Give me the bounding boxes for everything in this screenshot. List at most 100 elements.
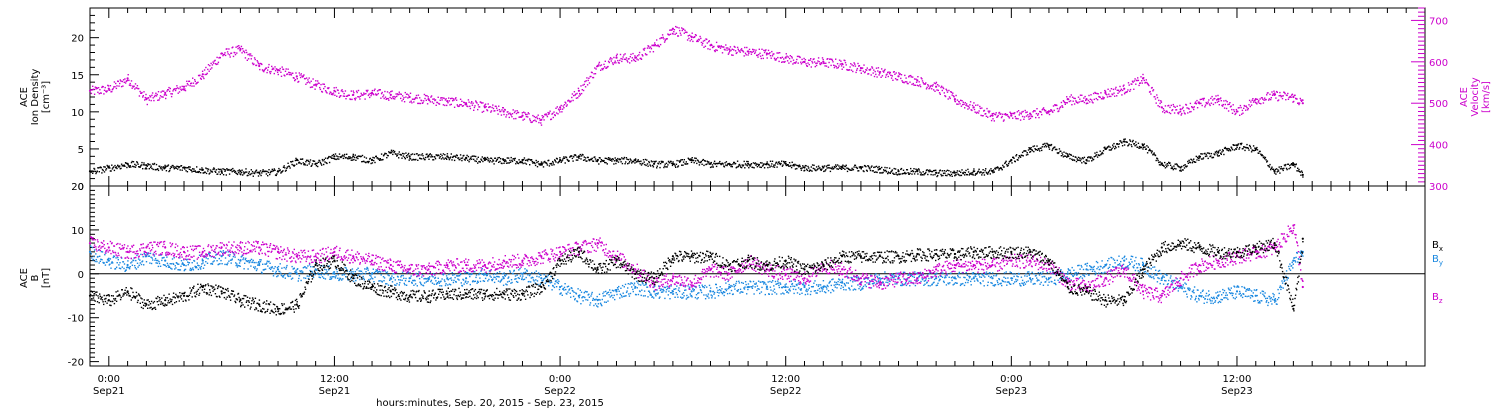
density-dot bbox=[403, 153, 405, 155]
density-dot bbox=[334, 153, 337, 155]
by-dot bbox=[492, 273, 495, 276]
velocity-dot bbox=[194, 80, 196, 83]
velocity-dot bbox=[1033, 110, 1036, 112]
density-dot bbox=[401, 157, 403, 159]
velocity-dot bbox=[272, 67, 274, 69]
by-dot bbox=[479, 280, 482, 283]
velocity-dot bbox=[872, 72, 874, 74]
density-dot bbox=[539, 163, 541, 165]
density-dot bbox=[711, 166, 713, 168]
velocity-dot bbox=[161, 90, 164, 92]
by-dot bbox=[491, 279, 493, 282]
velocity-dot bbox=[438, 103, 441, 105]
by-dot bbox=[312, 276, 315, 279]
velocity-dot bbox=[1190, 110, 1192, 113]
velocity-dot bbox=[505, 114, 508, 116]
velocity-dot bbox=[611, 58, 613, 60]
velocity-dot bbox=[389, 96, 391, 99]
density-dot bbox=[985, 171, 988, 174]
by-dot bbox=[151, 257, 153, 259]
by-dot bbox=[157, 265, 160, 268]
density-dot bbox=[767, 166, 769, 169]
velocity-dot bbox=[124, 82, 127, 84]
density-dot bbox=[332, 153, 335, 156]
velocity-dot-point bbox=[935, 85, 938, 88]
density-dot bbox=[811, 164, 814, 166]
bottom-panel-frame bbox=[89, 185, 1426, 367]
velocity-dot bbox=[537, 114, 539, 116]
velocity-dot bbox=[1098, 95, 1100, 98]
velocity-dot bbox=[370, 94, 372, 97]
velocity-dot bbox=[1225, 99, 1227, 102]
velocity-dot bbox=[373, 89, 375, 92]
velocity-dot bbox=[276, 71, 279, 73]
velocity-dot bbox=[183, 89, 185, 91]
density-dot bbox=[518, 159, 520, 161]
density-dot bbox=[176, 168, 179, 170]
by-dot bbox=[440, 280, 442, 282]
velocity-dot bbox=[1298, 102, 1301, 104]
velocity-dot bbox=[630, 53, 632, 56]
density-dot bbox=[446, 158, 448, 160]
density-dot bbox=[692, 159, 695, 162]
by-dot bbox=[362, 275, 364, 278]
velocity-dot bbox=[274, 66, 276, 68]
density-dot bbox=[929, 169, 931, 171]
velocity-dot bbox=[742, 50, 744, 52]
by-dot bbox=[122, 261, 125, 263]
velocity-dot bbox=[1170, 104, 1172, 107]
density-dot bbox=[269, 173, 271, 176]
velocity-dot bbox=[476, 102, 478, 104]
density-dot bbox=[1041, 146, 1043, 148]
by-dot bbox=[332, 276, 334, 278]
by-dot bbox=[94, 260, 96, 263]
density-dot bbox=[860, 168, 862, 170]
velocity-dot bbox=[295, 72, 297, 74]
by-dot bbox=[496, 275, 498, 278]
density-dot bbox=[847, 167, 849, 170]
by-dot bbox=[279, 263, 281, 265]
density-dot bbox=[967, 171, 970, 173]
density-dot bbox=[563, 157, 566, 159]
by-dot bbox=[310, 266, 312, 268]
velocity-dot bbox=[559, 111, 561, 113]
velocity-dot bbox=[440, 97, 443, 99]
density-dot bbox=[1096, 151, 1098, 154]
density-dot bbox=[406, 156, 408, 159]
velocity-dot bbox=[1103, 97, 1105, 99]
density-dot bbox=[353, 156, 356, 159]
velocity-dot bbox=[1271, 91, 1273, 93]
density-dot bbox=[771, 160, 774, 162]
by-dot bbox=[448, 283, 451, 285]
density-dot bbox=[1178, 166, 1180, 168]
velocity-dot bbox=[1052, 111, 1054, 113]
velocity-dot bbox=[548, 113, 550, 115]
velocity-dot bbox=[682, 28, 685, 30]
by-dot bbox=[277, 275, 279, 277]
by-dot bbox=[189, 267, 192, 270]
velocity-dot bbox=[1230, 105, 1232, 107]
density-dot bbox=[725, 164, 727, 166]
density-dot bbox=[1143, 146, 1145, 148]
density-dot-point bbox=[333, 155, 336, 158]
velocity-dot bbox=[729, 50, 731, 52]
density-dot bbox=[645, 164, 647, 167]
velocity-dot bbox=[1299, 97, 1301, 100]
velocity-dot bbox=[106, 90, 108, 92]
velocity-dot bbox=[827, 66, 830, 68]
velocity-dot bbox=[468, 101, 470, 103]
velocity-dot bbox=[637, 59, 639, 61]
by-dot bbox=[430, 280, 432, 283]
by-dot bbox=[235, 262, 237, 264]
density-dot bbox=[831, 166, 834, 168]
velocity-dot bbox=[467, 105, 469, 108]
velocity-dot bbox=[523, 118, 526, 120]
by-dot bbox=[108, 257, 110, 260]
by-dot bbox=[218, 257, 220, 260]
density-dot bbox=[1244, 149, 1246, 152]
density-dot bbox=[963, 171, 965, 173]
density-dot bbox=[681, 159, 683, 161]
by-dot bbox=[249, 261, 251, 263]
by-dot bbox=[297, 268, 299, 270]
velocity-dot bbox=[1144, 81, 1147, 84]
